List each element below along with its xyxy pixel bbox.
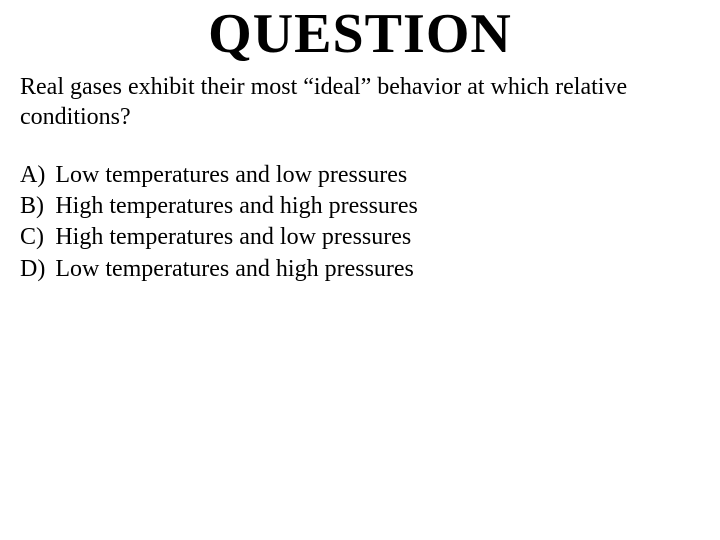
option-row: B) High temperatures and high pressures — [20, 191, 418, 222]
option-label-b: B) — [20, 191, 55, 222]
option-label-c: C) — [20, 222, 55, 253]
slide-title: QUESTION — [20, 2, 700, 66]
options-list: A) Low temperatures and low pressures B)… — [20, 160, 418, 285]
option-row: C) High temperatures and low pressures — [20, 222, 418, 253]
slide-container: QUESTION Real gases exhibit their most “… — [0, 0, 720, 540]
option-text-d: Low temperatures and high pressures — [55, 254, 418, 285]
option-label-a: A) — [20, 160, 55, 191]
option-text-a: Low temperatures and low pressures — [55, 160, 418, 191]
option-row: A) Low temperatures and low pressures — [20, 160, 418, 191]
option-text-b: High temperatures and high pressures — [55, 191, 418, 222]
question-text: Real gases exhibit their most “ideal” be… — [20, 72, 700, 132]
option-row: D) Low temperatures and high pressures — [20, 254, 418, 285]
option-label-d: D) — [20, 254, 55, 285]
option-text-c: High temperatures and low pressures — [55, 222, 418, 253]
